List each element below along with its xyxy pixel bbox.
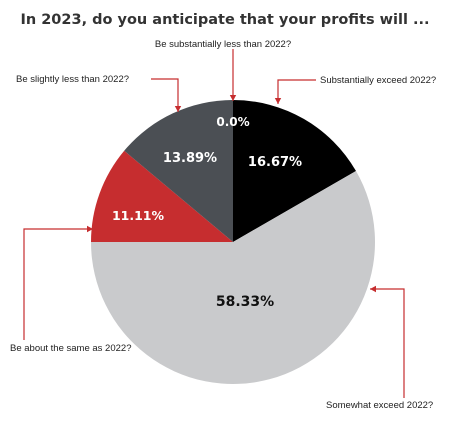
slice-value-label: 58.33% — [216, 294, 274, 310]
callout-line — [151, 78, 179, 112]
pie-slice-substantially-exceed-2022 — [233, 100, 356, 242]
pie-slice-be-about-the-same-as-2022 — [91, 150, 233, 242]
callout-arrowhead — [87, 225, 93, 233]
category-label-somewhat-exceed-2022: Somewhat exceed 2022? — [326, 400, 433, 411]
slice-value-label: 0.0% — [216, 115, 249, 129]
callout-arrowhead — [174, 106, 182, 112]
category-label-be-about-the-same-as-2022: Be about the same as 2022? — [10, 343, 131, 354]
category-label-be-substantially-less-than-2022: Be substantially less than 2022? — [155, 39, 291, 50]
pie-slice-be-slightly-less-than-2022 — [124, 100, 233, 242]
pie-slice-somewhat-exceed-2022 — [91, 171, 375, 384]
slice-value-label: 11.11% — [112, 208, 165, 223]
callout-arrowhead — [274, 98, 282, 104]
chart-title: In 2023, do you anticipate that your pro… — [20, 12, 429, 28]
slice-value-label: 16.67% — [248, 155, 302, 170]
callout-arrowhead — [370, 285, 376, 293]
category-label-substantially-exceed-2022: Substantially exceed 2022? — [320, 75, 436, 86]
slice-value-label: 13.89% — [163, 151, 217, 166]
callout-line — [277, 79, 316, 104]
callout-line — [370, 288, 405, 398]
callout-line — [23, 228, 93, 340]
callout-arrowhead — [229, 95, 237, 101]
category-label-be-slightly-less-than-2022: Be slightly less than 2022? — [16, 74, 129, 85]
